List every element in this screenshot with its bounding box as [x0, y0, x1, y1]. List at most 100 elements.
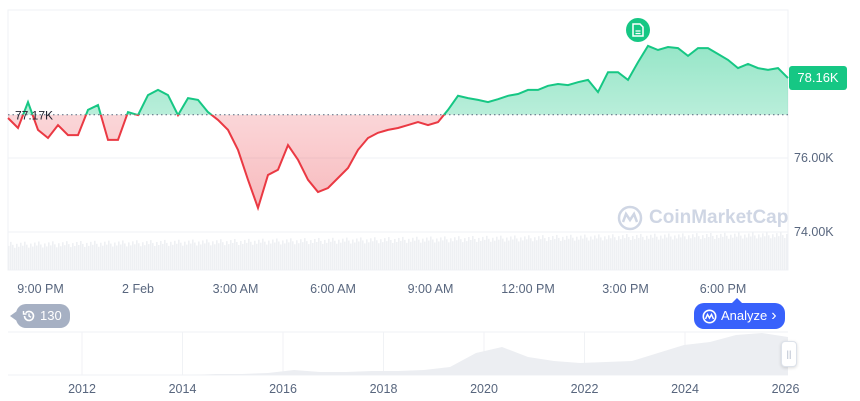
volume-bar [56, 247, 58, 270]
volume-bar [524, 236, 526, 270]
volume-bar [530, 238, 532, 270]
volume-bar [124, 243, 126, 270]
volume-bar [114, 242, 116, 270]
volume-bar [240, 240, 242, 270]
volume-bar [90, 241, 92, 270]
volume-bar [248, 238, 250, 270]
volume-bar [170, 241, 172, 270]
volume-bar [626, 234, 628, 270]
volume-bar [204, 243, 206, 270]
volume-bar [418, 239, 420, 270]
volume-bar [616, 240, 618, 270]
volume-bar [428, 240, 430, 270]
volume-bar [526, 239, 528, 270]
volume-bar [476, 241, 478, 270]
volume-bar [710, 232, 712, 270]
volume-bar [94, 240, 96, 270]
volume-bar [408, 238, 410, 270]
x-tick-label: 2 Feb [122, 282, 154, 296]
volume-bar [520, 237, 522, 270]
volume-bar [100, 242, 102, 270]
navigator-drag-handle[interactable]: || [781, 341, 797, 367]
volume-bar [326, 242, 328, 270]
volume-bar [76, 242, 78, 270]
volume-bar [690, 238, 692, 270]
volume-bar [212, 241, 214, 270]
volume-bar [746, 237, 748, 270]
volume-bar [386, 241, 388, 270]
volume-bar [630, 240, 632, 270]
volume-bar [466, 241, 468, 270]
volume-bar [714, 238, 716, 270]
volume-bar [672, 239, 674, 270]
news-document-icon[interactable] [626, 18, 650, 42]
price-line-up [22, 44, 789, 115]
current-price-badge: 78.16K [789, 66, 847, 90]
volume-bar [774, 237, 776, 270]
volume-bar [224, 245, 226, 270]
volume-bar [308, 244, 310, 270]
volume-bar [378, 243, 380, 270]
volume-bar [246, 242, 248, 270]
volume-bar [776, 233, 778, 270]
volume-bar [486, 235, 488, 270]
volume-bar [502, 238, 504, 270]
volume-bar [144, 245, 146, 270]
volume-bar [160, 240, 162, 270]
volume-bar [582, 238, 584, 270]
volume-bar [12, 244, 14, 270]
volume-bar [152, 243, 154, 270]
volume-bar [504, 241, 506, 270]
volume-bar [48, 242, 50, 270]
volume-bar [122, 240, 124, 270]
volume-bar [178, 239, 180, 270]
volume-bar [508, 240, 510, 270]
volume-bar [742, 238, 744, 270]
volume-bar [172, 244, 174, 270]
volume-bar [602, 240, 604, 270]
volume-bar [474, 238, 476, 270]
volume-bar [664, 234, 666, 270]
volume-bar [492, 237, 494, 270]
volume-bar [550, 240, 552, 270]
volume-bar [142, 242, 144, 270]
volume-bar [208, 242, 210, 270]
volume-bar [468, 237, 470, 270]
volume-bar [506, 237, 508, 270]
volume-bar [748, 233, 750, 270]
volume-bar [514, 235, 516, 270]
volume-bar [102, 245, 104, 270]
volume-bar [50, 245, 52, 270]
volume-bar [764, 236, 766, 270]
volume-bar [282, 240, 284, 270]
analyze-button[interactable]: Analyze › [694, 298, 785, 329]
volume-bar [104, 241, 106, 270]
navigator-x-label: 2024 [671, 382, 699, 396]
volume-bar [288, 242, 290, 270]
volume-bar [154, 246, 156, 270]
volume-bar [148, 244, 150, 270]
volume-bar [744, 234, 746, 270]
volume-bar [736, 236, 738, 270]
y-tick-label: 76.00K [794, 151, 834, 165]
volume-bar [196, 245, 198, 270]
volume-bar [78, 245, 80, 270]
volume-bar [128, 242, 130, 270]
volume-bar [322, 243, 324, 270]
volume-bar [52, 241, 54, 270]
volume-bar [438, 241, 440, 270]
history-button[interactable]: 130 [10, 304, 70, 328]
volume-bar [26, 244, 28, 270]
volume-bar [594, 235, 596, 270]
volume-bar [622, 235, 624, 270]
navigator-x-label: 2012 [68, 382, 96, 396]
volume-bar [206, 239, 208, 270]
volume-bar [606, 239, 608, 270]
volume-bar [434, 242, 436, 270]
volume-bar [352, 239, 354, 270]
volume-bar [278, 241, 280, 270]
volume-bar [24, 241, 26, 270]
volume-bar [74, 246, 76, 270]
volume-bar [252, 244, 254, 270]
